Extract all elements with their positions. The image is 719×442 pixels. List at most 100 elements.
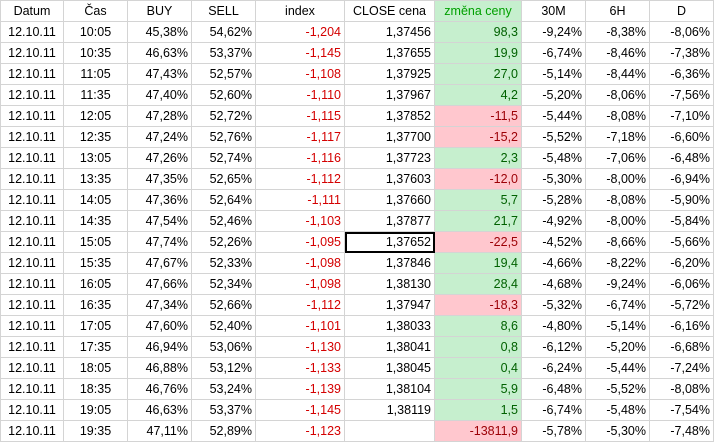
cell-d[interactable]: -8,06% [649, 21, 714, 43]
cell-h6[interactable]: -9,24% [585, 273, 650, 295]
cell-datum[interactable]: 12.10.11 [0, 147, 64, 169]
cell-index[interactable]: -1,117 [255, 126, 345, 148]
cell-h6[interactable]: -5,52% [585, 378, 650, 400]
cell-m30[interactable]: -4,92% [521, 210, 586, 232]
cell-sell[interactable]: 52,46% [191, 210, 256, 232]
cell-m30[interactable]: -6,24% [521, 357, 586, 379]
cell-m30[interactable]: -5,44% [521, 105, 586, 127]
cell-h6[interactable]: -8,66% [585, 231, 650, 253]
cell-buy[interactable]: 47,24% [127, 126, 192, 148]
cell-buy[interactable]: 47,54% [127, 210, 192, 232]
cell-datum[interactable]: 12.10.11 [0, 189, 64, 211]
cell-buy[interactable]: 47,36% [127, 189, 192, 211]
cell-sell[interactable]: 53,06% [191, 336, 256, 358]
cell-buy[interactable]: 46,63% [127, 42, 192, 64]
cell-h6[interactable]: -5,30% [585, 420, 650, 442]
cell-buy[interactable]: 46,63% [127, 399, 192, 421]
cell-d[interactable]: -5,90% [649, 189, 714, 211]
cell-datum[interactable]: 12.10.11 [0, 231, 64, 253]
cell-zmena[interactable]: 5,9 [434, 378, 522, 400]
header-datum[interactable]: Datum [0, 0, 64, 22]
cell-cas[interactable]: 11:35 [63, 84, 128, 106]
cell-buy[interactable]: 45,38% [127, 21, 192, 43]
cell-m30[interactable]: -6,74% [521, 42, 586, 64]
cell-sell[interactable]: 52,74% [191, 147, 256, 169]
cell-zmena[interactable]: -15,2 [434, 126, 522, 148]
cell-sell[interactable]: 52,34% [191, 273, 256, 295]
cell-index[interactable]: -1,123 [255, 420, 345, 442]
cell-d[interactable]: -6,06% [649, 273, 714, 295]
cell-close[interactable]: 1,38033 [344, 315, 435, 337]
cell-cas[interactable]: 16:05 [63, 273, 128, 295]
cell-buy[interactable]: 47,67% [127, 252, 192, 274]
cell-close[interactable]: 1,37655 [344, 42, 435, 64]
cell-datum[interactable]: 12.10.11 [0, 252, 64, 274]
cell-zmena[interactable]: -11,5 [434, 105, 522, 127]
cell-zmena[interactable]: 21,7 [434, 210, 522, 232]
cell-datum[interactable]: 12.10.11 [0, 21, 64, 43]
cell-d[interactable]: -7,54% [649, 399, 714, 421]
cell-buy[interactable]: 47,28% [127, 105, 192, 127]
cell-sell[interactable]: 53,24% [191, 378, 256, 400]
cell-m30[interactable]: -9,24% [521, 21, 586, 43]
cell-m30[interactable]: -6,74% [521, 399, 586, 421]
cell-index[interactable]: -1,139 [255, 378, 345, 400]
cell-datum[interactable]: 12.10.11 [0, 84, 64, 106]
cell-close[interactable]: 1,37925 [344, 63, 435, 85]
cell-zmena[interactable]: 5,7 [434, 189, 522, 211]
cell-sell[interactable]: 52,60% [191, 84, 256, 106]
cell-d[interactable]: -6,36% [649, 63, 714, 85]
cell-index[interactable]: -1,145 [255, 399, 345, 421]
cell-zmena[interactable]: 27,0 [434, 63, 522, 85]
cell-datum[interactable]: 12.10.11 [0, 168, 64, 190]
cell-sell[interactable]: 52,26% [191, 231, 256, 253]
cell-m30[interactable]: -6,48% [521, 378, 586, 400]
header-close[interactable]: CLOSE cena [344, 0, 435, 22]
cell-h6[interactable]: -5,20% [585, 336, 650, 358]
cell-sell[interactable]: 53,37% [191, 42, 256, 64]
cell-cas[interactable]: 16:35 [63, 294, 128, 316]
cell-zmena[interactable]: 0,8 [434, 336, 522, 358]
cell-d[interactable]: -7,56% [649, 84, 714, 106]
cell-buy[interactable]: 46,88% [127, 357, 192, 379]
cell-m30[interactable]: -5,78% [521, 420, 586, 442]
cell-zmena[interactable]: -18,3 [434, 294, 522, 316]
cell-cas[interactable]: 15:05 [63, 231, 128, 253]
cell-sell[interactable]: 53,12% [191, 357, 256, 379]
cell-close[interactable]: 1,37852 [344, 105, 435, 127]
cell-d[interactable]: -7,10% [649, 105, 714, 127]
cell-zmena[interactable]: 8,6 [434, 315, 522, 337]
cell-buy[interactable]: 47,74% [127, 231, 192, 253]
cell-datum[interactable]: 12.10.11 [0, 378, 64, 400]
cell-datum[interactable]: 12.10.11 [0, 294, 64, 316]
cell-m30[interactable]: -4,66% [521, 252, 586, 274]
cell-m30[interactable]: -5,14% [521, 63, 586, 85]
cell-buy[interactable]: 47,11% [127, 420, 192, 442]
cell-sell[interactable]: 52,65% [191, 168, 256, 190]
cell-zmena[interactable]: 0,4 [434, 357, 522, 379]
cell-m30[interactable]: -5,48% [521, 147, 586, 169]
cell-d[interactable]: -6,68% [649, 336, 714, 358]
cell-cas[interactable]: 13:05 [63, 147, 128, 169]
cell-close[interactable]: 1,38045 [344, 357, 435, 379]
cell-m30[interactable]: -5,20% [521, 84, 586, 106]
header-buy[interactable]: BUY [127, 0, 192, 22]
cell-h6[interactable]: -8,00% [585, 168, 650, 190]
cell-close[interactable]: 1,38104 [344, 378, 435, 400]
cell-sell[interactable]: 52,76% [191, 126, 256, 148]
cell-sell[interactable]: 52,64% [191, 189, 256, 211]
cell-m30[interactable]: -5,52% [521, 126, 586, 148]
cell-datum[interactable]: 12.10.11 [0, 105, 64, 127]
cell-cas[interactable]: 14:05 [63, 189, 128, 211]
cell-datum[interactable]: 12.10.11 [0, 210, 64, 232]
cell-cas[interactable]: 11:05 [63, 63, 128, 85]
cell-close[interactable]: 1,37947 [344, 294, 435, 316]
cell-h6[interactable]: -5,48% [585, 399, 650, 421]
cell-h6[interactable]: -8,44% [585, 63, 650, 85]
cell-index[interactable]: -1,098 [255, 273, 345, 295]
cell-h6[interactable]: -8,38% [585, 21, 650, 43]
cell-datum[interactable]: 12.10.11 [0, 420, 64, 442]
cell-buy[interactable]: 47,66% [127, 273, 192, 295]
cell-cas[interactable]: 10:35 [63, 42, 128, 64]
cell-buy[interactable]: 47,40% [127, 84, 192, 106]
